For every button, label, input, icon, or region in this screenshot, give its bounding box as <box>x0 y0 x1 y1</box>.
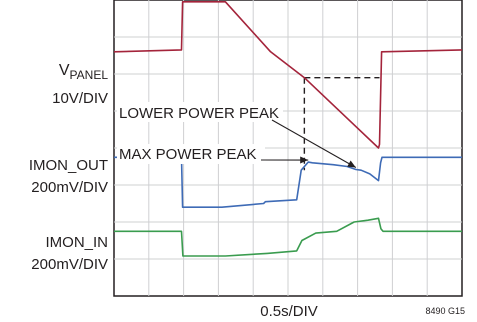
trace-imon-out <box>114 156 462 208</box>
grid-lines <box>114 0 462 296</box>
vpanel-scale: 10V/DIV <box>52 90 108 107</box>
imon-in-label: IMON_IN <box>45 234 108 251</box>
annotation-lower-bg <box>117 102 283 122</box>
traces <box>113 0 463 257</box>
imon-in-scale: 200mV/DIV <box>31 256 108 273</box>
annotation-lower-power-peak: LOWER POWER PEAK <box>119 105 279 122</box>
trace-v <box>113 0 463 149</box>
x-axis-label: 0.5s/DIV <box>260 303 318 320</box>
marker-lines <box>303 76 380 171</box>
arrow-head <box>347 160 356 168</box>
annotation-max-bg <box>117 144 265 164</box>
trace-imon-in <box>114 217 462 257</box>
figure-id: 8490 G15 <box>425 306 465 316</box>
annotation-max-power-peak: MAX POWER PEAK <box>119 146 257 163</box>
imon-out-scale: 200mV/DIV <box>31 179 108 196</box>
arrow-line <box>271 119 357 168</box>
imon-out-label: IMON_OUT <box>29 157 108 174</box>
annotation-arrows <box>260 119 357 168</box>
vpanel-label: VPANEL <box>59 62 108 82</box>
arrow-head <box>300 156 309 164</box>
